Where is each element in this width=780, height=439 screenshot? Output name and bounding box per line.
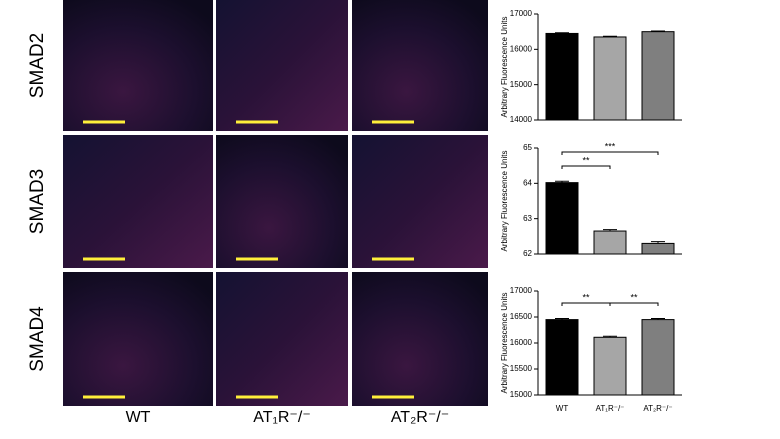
micrograph — [352, 0, 488, 131]
row-label: SMAD2 — [27, 33, 48, 98]
significance-bracket — [561, 151, 659, 155]
significance-bracket — [561, 165, 611, 169]
y-axis-label: Arbitrary Fluorescence Units — [500, 293, 509, 394]
micrograph — [216, 135, 348, 268]
y-axis-label: Arbitrary Fluorescence Units — [500, 151, 509, 252]
y-tick-label: 15000 — [510, 390, 533, 399]
y-tick-label: 17000 — [510, 9, 533, 18]
y-tick-label: 15500 — [510, 364, 533, 373]
micrograph — [216, 272, 348, 406]
significance-label: ** — [630, 292, 638, 302]
micrographs — [63, 0, 488, 406]
row-label: SMAD4 — [27, 306, 48, 372]
error-bar — [651, 318, 665, 320]
row-label: SMAD3 — [27, 169, 48, 234]
error-bar — [603, 35, 617, 37]
y-tick-label: 15000 — [510, 80, 533, 89]
y-tick-label: 14000 — [510, 115, 533, 124]
bar — [593, 230, 627, 255]
significance-label: ** — [582, 292, 590, 302]
column-label: AT₂R⁻/⁻ — [391, 409, 449, 426]
y-axis-label: Arbitrary Fluorescence Units — [500, 17, 509, 118]
significance-label: ** — [582, 155, 590, 165]
bar — [545, 182, 579, 255]
error-bar — [555, 32, 569, 34]
column-label: AT₁R⁻/⁻ — [253, 409, 311, 426]
x-tick-label: AT₂R⁻/⁻ — [643, 404, 672, 413]
micrograph — [216, 0, 348, 131]
bar — [545, 319, 579, 396]
bar — [593, 36, 627, 121]
y-tick-label: 16500 — [510, 312, 533, 321]
significance-bracket — [561, 302, 611, 306]
significance-label: *** — [605, 141, 616, 151]
significance-bracket — [609, 302, 659, 306]
micrograph — [63, 272, 213, 406]
micrograph — [352, 135, 488, 268]
error-bar — [603, 335, 617, 338]
error-bar — [651, 241, 665, 244]
y-tick-label: 64 — [523, 178, 532, 187]
y-tick-label: 17000 — [510, 286, 533, 295]
error-bar — [555, 180, 569, 183]
micrograph — [63, 0, 213, 131]
y-tick-label: 16000 — [510, 338, 533, 347]
y-tick-label: 65 — [523, 143, 532, 152]
y-tick-label: 62 — [523, 249, 532, 258]
column-label: WT — [126, 409, 151, 426]
bar — [641, 31, 675, 121]
bar — [641, 319, 675, 396]
micrograph — [352, 272, 488, 406]
y-tick-label: 16000 — [510, 44, 533, 53]
x-tick-label: WT — [556, 404, 569, 413]
error-bar — [603, 229, 617, 232]
y-tick-label: 63 — [523, 214, 532, 223]
x-tick-label: AT₁R⁻/⁻ — [596, 404, 625, 413]
error-bar — [651, 30, 665, 32]
bar — [641, 242, 675, 255]
micrograph — [63, 135, 213, 268]
bar — [545, 32, 579, 121]
error-bar — [555, 318, 569, 320]
bar — [593, 336, 627, 396]
